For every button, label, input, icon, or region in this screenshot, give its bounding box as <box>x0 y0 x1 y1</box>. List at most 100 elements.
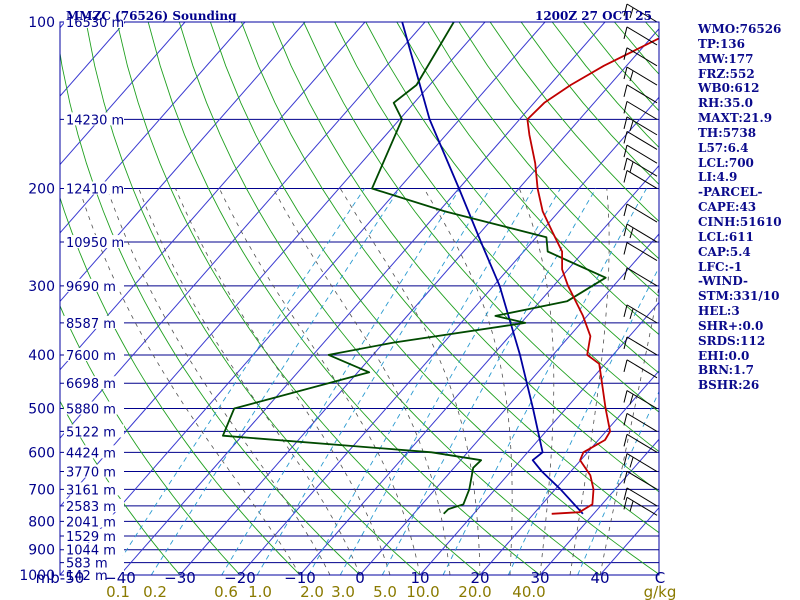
height-label: 583 m <box>66 557 108 572</box>
isobar-lines <box>60 21 659 576</box>
barb-staff <box>626 47 658 67</box>
wind-barb <box>623 453 658 472</box>
temperature-tick-label: −20 <box>224 569 256 587</box>
isotherm-line <box>479 370 659 575</box>
index-item: L57:6.4 <box>698 140 749 155</box>
wind-barb <box>623 470 658 490</box>
wind-barb <box>623 144 658 164</box>
isotherm-line <box>60 22 246 234</box>
barb-feather <box>623 223 628 237</box>
barb-feather <box>629 162 634 173</box>
moist-adiabat <box>138 188 361 575</box>
mixing-ratio-axis: 0.1 0.2 0.6 1.0 2.0 3.0 5.0 10.0 20.0 40.0 g/kg <box>106 583 676 600</box>
wind-barb <box>623 131 658 150</box>
height-label: 6698 m <box>66 377 116 392</box>
isotherm-line <box>299 164 659 575</box>
index-item: RH:35.0 <box>698 96 753 111</box>
index-item: MW:177 <box>698 51 754 66</box>
temperature-tick-label: 30 <box>530 569 549 587</box>
wind-barb <box>623 116 658 136</box>
isotherm-line <box>60 22 546 575</box>
wind-barb <box>623 304 658 324</box>
barb-feather <box>629 227 634 239</box>
height-label-bg <box>64 542 124 556</box>
dry-adiabat <box>240 22 659 534</box>
wind-barb <box>623 336 658 356</box>
wind-barb <box>623 487 658 507</box>
temperature-tick-label: −30 <box>164 569 196 587</box>
pressure-tick-label: 600 <box>28 445 55 461</box>
temperature-trace <box>526 37 659 515</box>
barb-feather <box>623 453 628 466</box>
mixing-ratio-line <box>150 188 400 575</box>
temperature-tick-label: −40 <box>104 569 136 587</box>
pressure-axis: 100 200 300 400 500 600 700 800 900 1000 <box>19 15 55 584</box>
dry-adiabat <box>147 22 541 575</box>
temperature-tick-label: 20 <box>470 569 489 587</box>
barb-feather <box>623 497 628 510</box>
barb-staff <box>626 433 658 453</box>
barb-feather <box>623 26 628 40</box>
temperature-tick-label: −10 <box>284 569 316 587</box>
index-item: CAPE:43 <box>698 200 757 215</box>
moist-adiabat <box>219 188 421 575</box>
mixing-ratio-tick-label: 0.2 <box>143 583 167 600</box>
barb-staff <box>626 100 658 120</box>
height-label-bg <box>64 347 124 361</box>
pressure-tick-label: 900 <box>28 543 55 559</box>
mixing-ratio-tick-label: 1.0 <box>248 583 272 600</box>
dewpoint-line <box>222 22 607 515</box>
isotherm-line <box>60 22 426 439</box>
barb-staff <box>626 116 658 136</box>
wind-barb <box>623 359 658 379</box>
pressure-tick-label: 500 <box>28 402 55 418</box>
barb-feather <box>623 203 628 217</box>
barb-feather <box>623 359 628 372</box>
wind-barb <box>623 47 658 67</box>
barb-feather <box>623 434 628 447</box>
height-label-bg <box>64 568 124 581</box>
height-label-bg <box>64 181 124 195</box>
mixing-ratio-line <box>339 188 561 575</box>
height-label: 9690 m <box>66 280 116 295</box>
barb-staff <box>626 3 658 23</box>
dry-adiabat <box>85 22 421 575</box>
dry-adiabat <box>116 22 481 575</box>
temperature-tick-label: 40 <box>590 569 609 587</box>
plot-frame <box>59 21 660 576</box>
barb-feather <box>623 304 628 317</box>
temperature-tick-label: mb-50 <box>36 569 85 587</box>
height-label-bg <box>64 376 124 390</box>
barb-staff <box>626 203 658 223</box>
wind-barb <box>623 170 658 189</box>
barb-feather <box>623 116 628 129</box>
barb-staff <box>626 470 658 490</box>
temperature-tick-label: 10 <box>410 569 429 587</box>
barb-staff <box>626 304 658 324</box>
parcel-trace <box>401 22 584 515</box>
index-item: LI:4.9 <box>698 170 738 185</box>
wind-barb <box>623 433 658 453</box>
index-item: -WIND- <box>698 274 748 289</box>
mixing-ratio-lines <box>110 188 659 575</box>
index-item: LFC:-1 <box>698 259 743 274</box>
temperature-tick-label: C <box>655 569 665 587</box>
barb-staff <box>626 66 658 86</box>
height-label: 2041 m <box>66 515 116 530</box>
index-item: -PARCEL- <box>698 185 763 200</box>
barb-feather <box>623 47 628 60</box>
barb-staff <box>626 26 658 46</box>
barb-feather <box>623 242 628 255</box>
barb-feather <box>629 120 634 132</box>
pressure-tick-label: 200 <box>28 181 55 197</box>
sounding-time: 1200Z 27 OCT 25 <box>535 9 652 23</box>
wind-barb <box>623 203 658 223</box>
barb-staff <box>626 84 658 104</box>
height-labels: 16530 m 14230 m 12410 m 10950 m 9690 m 8587 m… <box>64 15 124 584</box>
height-label-bg <box>64 445 124 459</box>
index-item: HEL:3 <box>698 304 740 319</box>
barb-feather <box>623 66 628 80</box>
height-label: 14230 m <box>66 113 124 128</box>
mixing-ratio-tick-label: g/kg <box>644 583 677 600</box>
